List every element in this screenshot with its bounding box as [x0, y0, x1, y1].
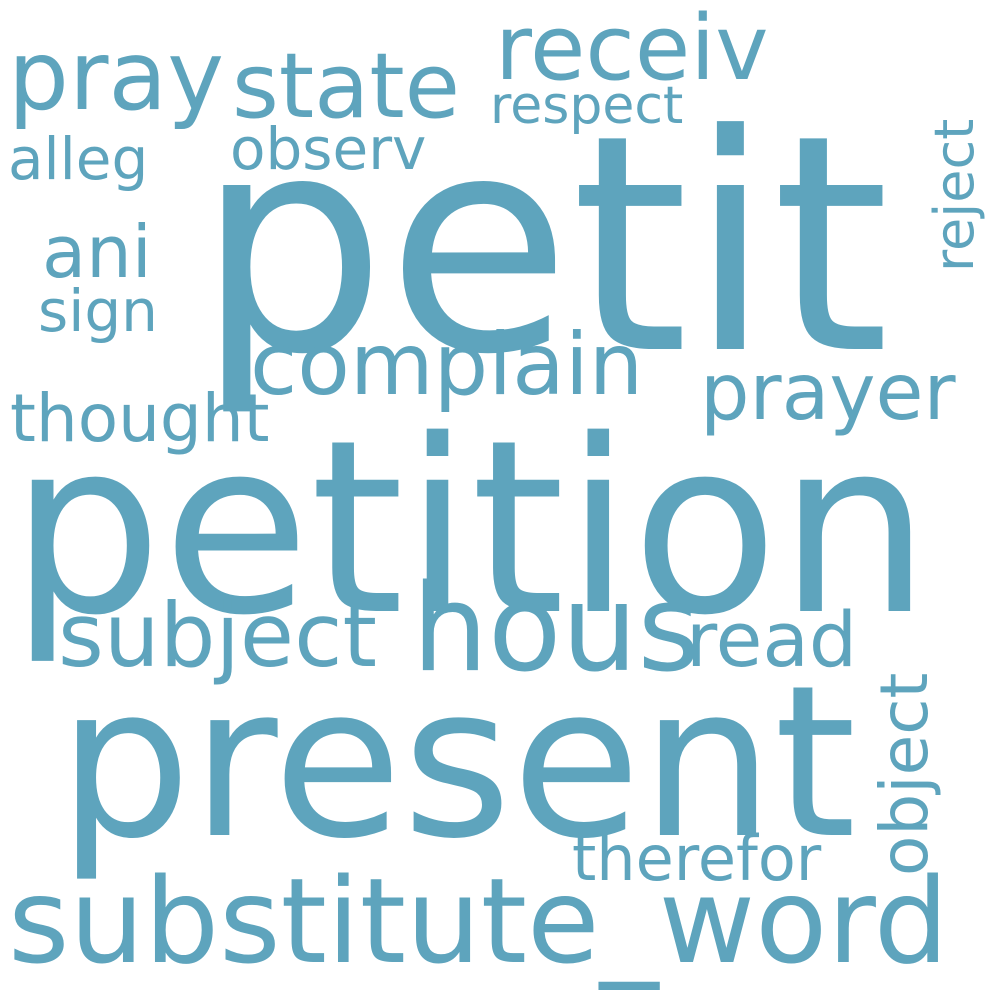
word-observ: observ — [230, 115, 427, 183]
word-substitute-word: substitute_word — [8, 852, 949, 990]
word-object: object — [866, 672, 943, 876]
word-subject: subject — [58, 584, 377, 687]
word-reject: reject — [923, 118, 986, 272]
word-hous: hous — [412, 560, 701, 699]
word-petition: petition — [10, 388, 931, 668]
word-pray: pray — [8, 20, 225, 132]
word-prayer: prayer — [700, 348, 956, 438]
word-present: present — [58, 640, 857, 885]
word-ani: ani — [42, 210, 152, 294]
word-therefor: therefor — [572, 822, 822, 895]
word-thought: thought — [10, 380, 270, 457]
word-receiv: receiv — [495, 0, 769, 101]
word-petit: petit — [196, 71, 890, 420]
word-respect: respect — [490, 76, 684, 136]
word-alleg: alleg — [8, 125, 149, 193]
word-sign: sign — [38, 277, 158, 345]
word-read: read — [686, 595, 858, 684]
word-state: state — [232, 34, 460, 139]
word-complain: complain — [250, 315, 644, 415]
